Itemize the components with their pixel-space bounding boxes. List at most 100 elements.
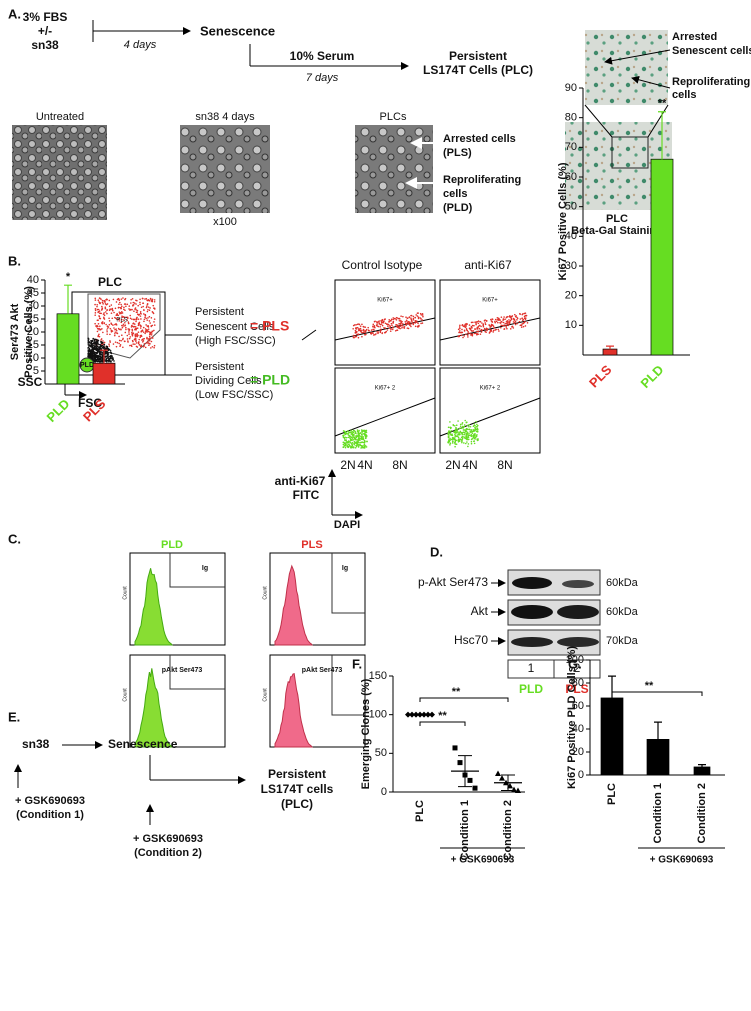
event [355, 441, 358, 443]
layout: Count Count Count Count [12, 20, 672, 825]
event [524, 320, 526, 323]
event [479, 320, 482, 323]
event [153, 329, 155, 332]
event [371, 332, 374, 334]
event [465, 435, 468, 438]
event [355, 323, 357, 326]
event [353, 440, 356, 443]
y-tick-label: 40 [565, 230, 577, 242]
event [380, 319, 382, 322]
event [381, 318, 384, 321]
event [412, 318, 415, 321]
event [399, 322, 402, 325]
event [90, 341, 93, 343]
event [380, 328, 382, 331]
y-tick-label: 35 [27, 287, 39, 299]
panel-label: G. [568, 656, 582, 671]
event [465, 437, 468, 439]
event [489, 318, 492, 321]
event [405, 322, 407, 325]
event [130, 326, 133, 328]
event [93, 341, 96, 344]
event [108, 320, 111, 322]
event [140, 334, 143, 337]
event [94, 307, 97, 310]
event [112, 358, 114, 360]
event [114, 307, 117, 310]
event [112, 309, 114, 312]
event [463, 424, 466, 426]
event [360, 433, 363, 436]
event [363, 446, 366, 449]
event [468, 432, 470, 435]
event [96, 303, 99, 306]
event [121, 326, 124, 329]
event [463, 324, 466, 326]
event [123, 316, 126, 319]
event [345, 439, 347, 441]
event [88, 354, 91, 357]
event [139, 336, 142, 339]
event [151, 299, 153, 301]
event [96, 330, 99, 333]
event [131, 339, 134, 342]
event [385, 330, 388, 333]
event [465, 434, 467, 437]
event [128, 333, 130, 335]
event [472, 321, 474, 324]
histogram [134, 568, 173, 646]
event [107, 326, 110, 328]
point [495, 770, 501, 776]
event [366, 440, 368, 443]
event [392, 317, 395, 319]
event [464, 419, 466, 422]
event [381, 321, 383, 324]
event [137, 322, 140, 325]
event [128, 305, 131, 307]
event [361, 323, 363, 326]
event [368, 329, 370, 332]
event [513, 313, 516, 316]
flow-plot [439, 279, 541, 366]
event [113, 311, 115, 314]
label: FITC [293, 488, 320, 502]
label: Ki67+ [482, 298, 498, 304]
label: Senescent cells [672, 45, 751, 57]
event [421, 322, 424, 324]
label: PLS [565, 682, 588, 696]
event [105, 299, 107, 301]
event [110, 312, 113, 314]
event [109, 350, 112, 352]
label: FSC [78, 396, 102, 410]
gate-line [439, 317, 541, 341]
event [402, 322, 404, 325]
event [133, 323, 136, 325]
event [95, 345, 97, 347]
event [150, 331, 153, 334]
label: Ig [202, 565, 208, 572]
event [459, 330, 461, 332]
point [472, 785, 478, 791]
flow-plot [334, 279, 436, 366]
event [470, 435, 473, 438]
x-tick-label: PLD [44, 396, 73, 425]
event [456, 428, 459, 431]
event [141, 339, 143, 341]
event [447, 426, 450, 429]
event [458, 331, 460, 334]
event [123, 340, 126, 343]
event [124, 309, 126, 312]
event [148, 344, 150, 347]
event [476, 426, 478, 428]
label: Persistent [449, 49, 507, 63]
event [405, 320, 408, 322]
event [153, 300, 156, 303]
event [132, 305, 134, 307]
event [101, 305, 103, 308]
event [106, 303, 109, 305]
event [118, 318, 120, 320]
event [506, 321, 509, 324]
event [92, 337, 95, 340]
event [410, 317, 412, 319]
event [473, 423, 476, 425]
